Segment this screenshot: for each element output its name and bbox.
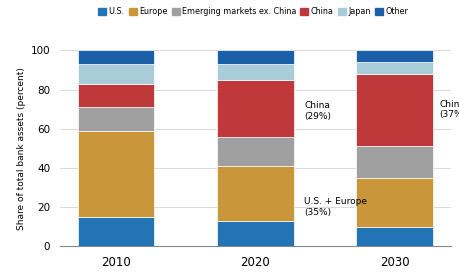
Bar [356,227,432,246]
Bar [78,84,154,107]
Y-axis label: Share of total bank assets (percent): Share of total bank assets (percent) [17,67,26,230]
Bar [217,166,293,221]
Text: U.S. + Europe
(35%): U.S. + Europe (35%) [303,197,366,217]
Bar [356,178,432,227]
Bar [356,50,432,62]
Bar [217,50,293,64]
Bar [356,146,432,178]
Bar [78,64,154,84]
Bar [356,74,432,146]
Bar [217,221,293,246]
Text: China
(37%): China (37%) [438,99,459,119]
Bar [78,107,154,131]
Bar [217,64,293,80]
Bar [78,50,154,64]
Text: China
(29%): China (29%) [303,101,330,121]
Bar [78,217,154,246]
Bar [78,131,154,217]
Bar [356,62,432,74]
Bar [217,80,293,137]
Legend: U.S., Europe, Emerging markets ex. China, China, Japan, Other: U.S., Europe, Emerging markets ex. China… [95,4,410,20]
Bar [217,137,293,166]
